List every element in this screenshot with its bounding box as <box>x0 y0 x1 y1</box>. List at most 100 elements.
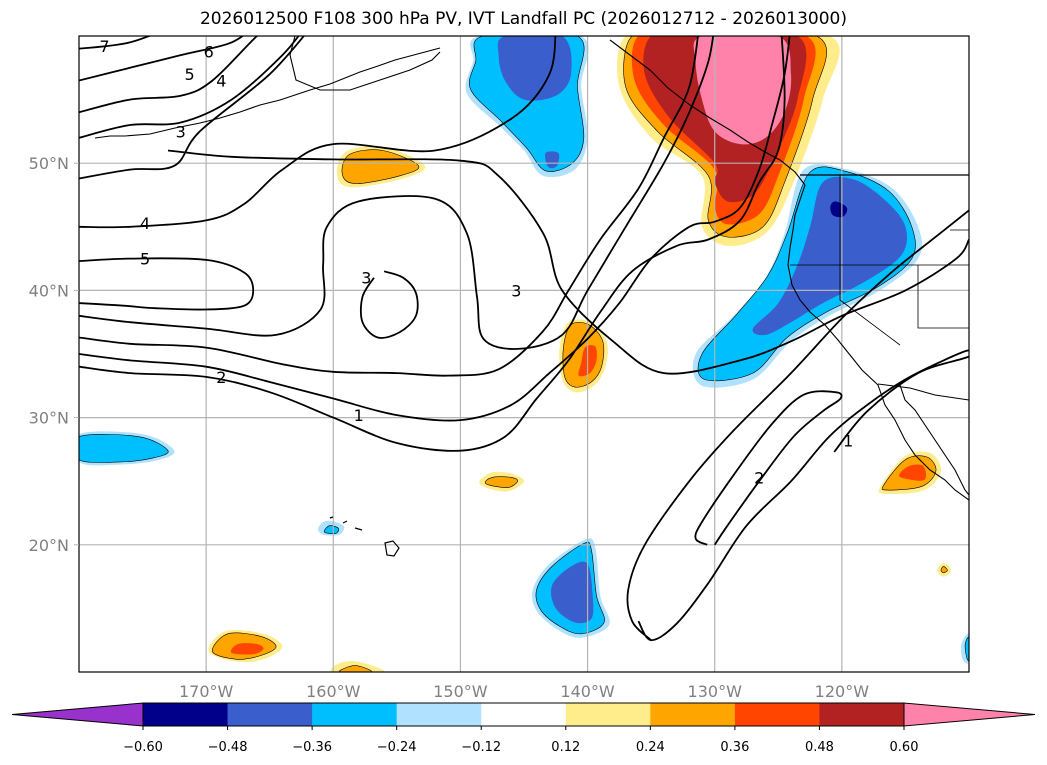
pv-contour-label: 6 <box>204 42 214 61</box>
pc-outline <box>623 36 827 238</box>
pc-fill--0.24 <box>79 434 169 463</box>
pv-contour-label: 3 <box>361 269 371 288</box>
pc-outline <box>881 455 937 491</box>
pv-contour-5 <box>79 257 255 311</box>
pc-outline <box>341 149 420 184</box>
pv-contour-label: 2 <box>216 368 226 387</box>
pc-region-central-positive-147w <box>479 471 525 492</box>
pc-fill--0.36 <box>550 561 594 624</box>
pv-contour-6 <box>79 36 245 82</box>
pv-contour-2 <box>694 390 843 546</box>
pv-contour-label: 3 <box>176 122 186 141</box>
pc-region-west-pacific-negative <box>79 431 175 466</box>
pv-contour-5 <box>79 36 259 114</box>
pc-outline <box>212 632 277 660</box>
pc-region-central-pacific-positive <box>336 145 426 188</box>
pc-outline <box>338 665 372 672</box>
lon-tick-label: 150°W <box>433 682 488 701</box>
pc-region-hawaii-negative <box>317 520 345 536</box>
lon-tick-label: 140°W <box>560 682 615 701</box>
lat-tick-label: 50°N <box>29 154 69 173</box>
colorbar: −0.60 −0.48 −0.36 −0.24 −0.12 0.12 0.24 0.36 0.4… <box>11 702 1036 755</box>
pv-contour-4 <box>79 36 557 229</box>
pv-contour-2 <box>79 36 791 422</box>
pc-outline <box>79 434 169 463</box>
colorbar-tick-label: −0.60 <box>123 740 163 755</box>
pc-region-baja-positive <box>878 451 942 495</box>
pv-contour-label: 1 <box>354 406 364 425</box>
pc-region-small-negative-110w <box>960 633 969 664</box>
chart-title: 2026012500 F108 300 hPa PV, IVT Landfall… <box>199 9 847 29</box>
pv-contour-7 <box>79 36 152 50</box>
colorbar-tick-label: 0.60 <box>890 740 919 755</box>
pv-contour-3 <box>79 36 305 180</box>
pc-fill--0.24 <box>324 525 339 534</box>
pc-fill-0.36 <box>230 643 264 655</box>
pv-contour-label: 5 <box>185 65 195 84</box>
colorbar-tick-label: 0.24 <box>636 740 665 755</box>
colorbar-segment <box>396 703 482 726</box>
pv-contour-label: 4 <box>216 72 226 91</box>
pv-contour-label: 4 <box>140 214 150 233</box>
pc-region-pacific-northwest-negative <box>692 164 923 388</box>
axis-ticks: 20°N 30°N 40°N 50°N 170°W 160°W 150°W 140°W 130°… <box>29 154 870 701</box>
colorbar-tick-label: 0.36 <box>720 740 749 755</box>
pc-region-subtropical-positive-140w <box>559 319 608 393</box>
pv-contour-label: 2 <box>754 468 764 487</box>
colorbar-extend-max <box>903 702 1036 727</box>
pc-outline <box>323 525 340 534</box>
lat-tick-label: 20°N <box>29 536 69 555</box>
pc-fill-0.24 <box>341 149 419 184</box>
pv-contour-3 <box>359 270 419 339</box>
coastlines <box>94 36 969 557</box>
map-frame <box>78 35 970 673</box>
pc-fill-0.36 <box>898 464 927 481</box>
pc-region-bottom-positive-160w <box>330 661 385 672</box>
pc-fill-0.24 <box>485 476 518 488</box>
colorbar-segment <box>734 703 820 726</box>
colorbar-segment <box>227 703 313 726</box>
pv-contour-1 <box>626 209 969 641</box>
pv-contour-3 <box>79 36 715 350</box>
pc-fill-0.24 <box>339 665 372 672</box>
pv-contour-1 <box>79 36 786 452</box>
colorbar-tick-label: −0.48 <box>208 740 248 755</box>
colorbar-segment <box>565 703 651 726</box>
pv-contour-3 <box>79 36 699 377</box>
coastline-alaska <box>94 47 441 139</box>
colorbar-tick-label: −0.36 <box>292 740 332 755</box>
pc-fill--0.36 <box>545 151 560 169</box>
lon-tick-label: 120°W <box>815 682 870 701</box>
colorbar-segment <box>143 703 229 726</box>
state-borders <box>790 175 969 346</box>
pc-outline <box>484 476 518 488</box>
pc-fill-0.6 <box>693 36 792 145</box>
hawaii-islands <box>329 516 400 557</box>
pv-contour-label: 5 <box>140 250 150 269</box>
gridlines <box>79 36 969 672</box>
pc-fill--0.48 <box>830 201 848 218</box>
lon-tick-label: 170°W <box>179 682 234 701</box>
pc-outline <box>697 166 916 382</box>
pc-outline <box>562 321 605 388</box>
coastline-west-us <box>787 184 969 501</box>
lat-tick-label: 30°N <box>29 409 69 428</box>
pv-contour-label: 7 <box>99 37 109 56</box>
pv-contour-1 <box>637 349 969 642</box>
coastline-baja <box>899 384 969 496</box>
pc-fill--0.36 <box>752 176 908 336</box>
colorbar-segment <box>650 703 736 726</box>
colorbar-frame <box>142 702 905 727</box>
pv-contour-label: 1 <box>843 431 853 450</box>
colorbar-tick-label: 0.12 <box>551 740 580 755</box>
pc-outline <box>964 636 969 661</box>
pv-contour-4 <box>79 36 300 139</box>
colorbar-tick-label: −0.24 <box>377 740 417 755</box>
coastline-bc-panhandle <box>609 39 806 186</box>
coastline-alaska-peninsula <box>289 36 441 91</box>
pc-region-gulf-of-alaska-negative <box>465 36 589 178</box>
pc-region-small-positive-112w <box>937 562 952 577</box>
colorbar-tick-label: 0.48 <box>805 740 834 755</box>
